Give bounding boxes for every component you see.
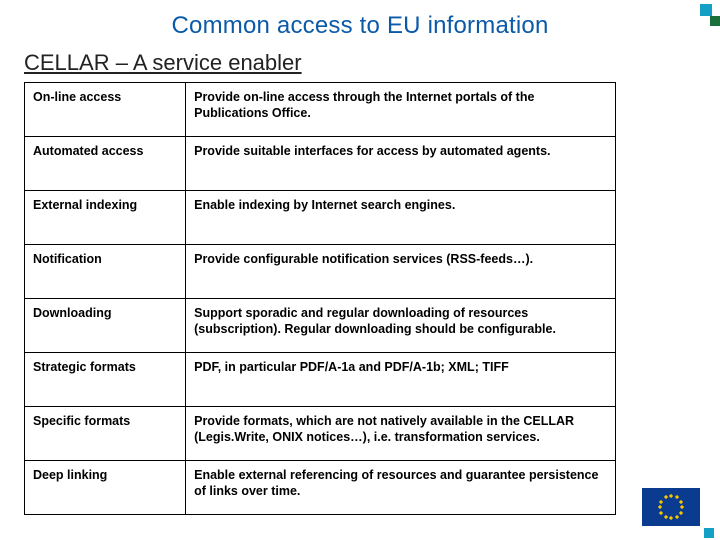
service-label: On-line access <box>25 83 186 137</box>
service-description: Provide configurable notification servic… <box>186 245 616 299</box>
service-description: Enable external referencing of resources… <box>186 461 616 515</box>
service-description: Provide formats, which are not natively … <box>186 407 616 461</box>
table-row: On-line accessProvide on-line access thr… <box>25 83 616 137</box>
service-label: Specific formats <box>25 407 186 461</box>
page-title: Common access to EU information <box>0 12 720 40</box>
slide: Common access to EU information CELLAR –… <box>0 0 720 540</box>
table-row: Strategic formatsPDF, in particular PDF/… <box>25 353 616 407</box>
service-label: Strategic formats <box>25 353 186 407</box>
services-table: On-line accessProvide on-line access thr… <box>24 82 616 515</box>
table-row: External indexingEnable indexing by Inte… <box>25 191 616 245</box>
service-label: Deep linking <box>25 461 186 515</box>
table-row: Deep linkingEnable external referencing … <box>25 461 616 515</box>
service-label: Automated access <box>25 137 186 191</box>
table-row: NotificationProvide configurable notific… <box>25 245 616 299</box>
eu-flag-icon <box>642 488 700 526</box>
table-row: DownloadingSupport sporadic and regular … <box>25 299 616 353</box>
service-description: Provide suitable interfaces for access b… <box>186 137 616 191</box>
table-row: Specific formatsProvide formats, which a… <box>25 407 616 461</box>
service-label: Downloading <box>25 299 186 353</box>
service-description: PDF, in particular PDF/A-1a and PDF/A-1b… <box>186 353 616 407</box>
service-description: Provide on-line access through the Inter… <box>186 83 616 137</box>
service-label: External indexing <box>25 191 186 245</box>
service-label: Notification <box>25 245 186 299</box>
service-description: Support sporadic and regular downloading… <box>186 299 616 353</box>
table-row: Automated accessProvide suitable interfa… <box>25 137 616 191</box>
page-subtitle: CELLAR – A service enabler <box>24 50 302 76</box>
bottom-square-icon <box>704 528 714 538</box>
service-description: Enable indexing by Internet search engin… <box>186 191 616 245</box>
services-table-body: On-line accessProvide on-line access thr… <box>25 83 616 515</box>
